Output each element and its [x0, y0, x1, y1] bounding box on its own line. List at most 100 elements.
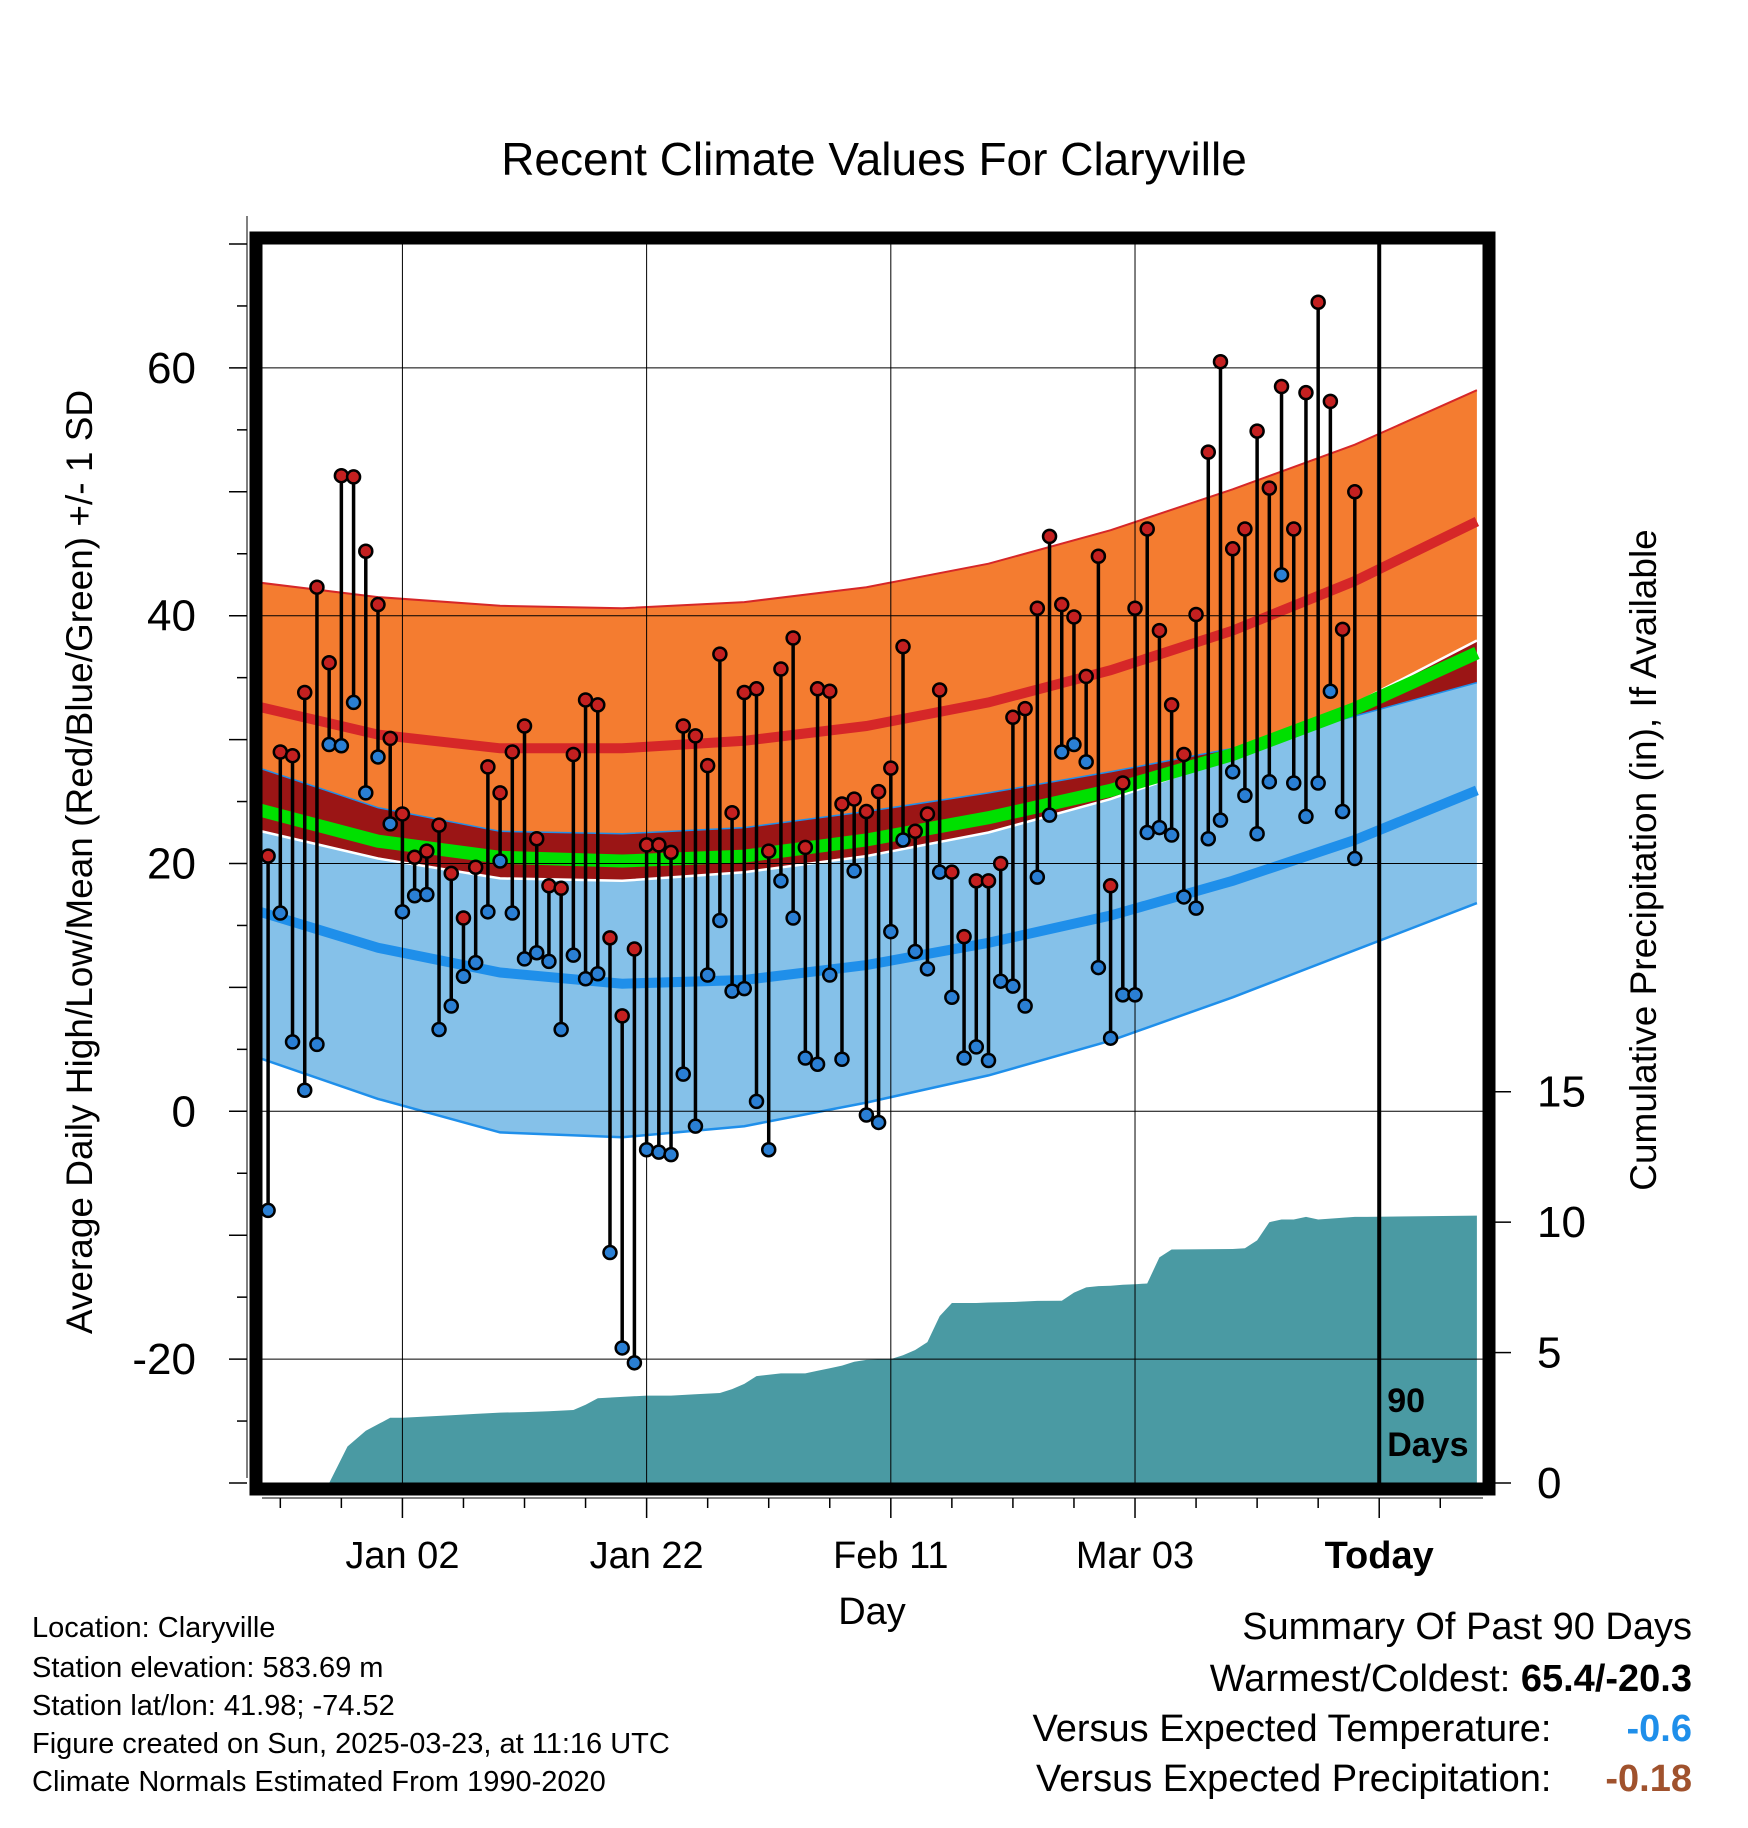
- daily-low-point: [1066, 736, 1082, 753]
- daily-high-point: [358, 543, 374, 560]
- daily-low-point: [614, 1340, 630, 1356]
- daily-low-point: [834, 1051, 850, 1068]
- daily-high-point: [262, 848, 276, 864]
- daily-high-point: [785, 630, 801, 646]
- daily-low-point: [748, 1093, 765, 1110]
- daily-low-point: [309, 1036, 325, 1053]
- daily-high-point: [541, 878, 557, 894]
- daily-low-point: [675, 1066, 691, 1082]
- daily-low-point: [626, 1355, 643, 1371]
- daily-low-point: [590, 966, 606, 982]
- daily-low-point: [956, 1050, 972, 1066]
- x-tick-label: Mar 03: [1076, 1535, 1194, 1577]
- daily-low-point: [321, 736, 337, 753]
- warm-cold-value: 65.4/-20.3: [1520, 1658, 1692, 1700]
- daily-low-point: [504, 905, 521, 921]
- y-tick-label: 20: [147, 840, 196, 889]
- high-normal-line: [262, 517, 1480, 754]
- daily-low-point: [919, 961, 936, 977]
- daily-high-point: [565, 746, 582, 763]
- daily-low-point: [262, 1202, 276, 1219]
- y2-tick-label: 15: [1537, 1068, 1586, 1117]
- daily-low-point: [944, 989, 960, 1006]
- daily-high-point: [443, 865, 460, 882]
- daily-low-point: [272, 905, 289, 921]
- daily-high-point: [1090, 548, 1107, 564]
- daily-high-point: [467, 859, 484, 875]
- daily-low-point: [760, 1141, 777, 1158]
- daily-high-point: [382, 730, 398, 747]
- daily-high-point: [724, 804, 740, 821]
- daily-low-point: [1151, 819, 1168, 836]
- daily-high-point: [1298, 384, 1314, 401]
- y-tick-label: 60: [147, 344, 196, 393]
- daily-low-point: [980, 1052, 997, 1069]
- daily-high-point: [614, 1008, 630, 1024]
- daily-low-point: [870, 1114, 887, 1131]
- daily-low-point: [895, 832, 911, 848]
- daily-low-point: [467, 954, 484, 971]
- daily-high-point: [1310, 294, 1326, 310]
- y2-axis-title: Cumulative Precipitation (in), If Availa…: [1623, 529, 1664, 1191]
- daily-low-point: [1261, 773, 1278, 790]
- x-tick-label: Feb 11: [833, 1535, 948, 1577]
- daily-low-point: [1212, 812, 1229, 828]
- x-tick-label: Today: [1325, 1535, 1434, 1577]
- daily-low-point: [663, 1146, 679, 1163]
- daily-low-point: [1285, 775, 1302, 791]
- daily-high-point: [919, 806, 936, 822]
- daily-low-point: [1298, 808, 1314, 825]
- daily-high-point: [1237, 521, 1253, 537]
- daily-low-point: [785, 910, 801, 926]
- period-label-1: 90: [1387, 1382, 1425, 1420]
- daily-low-point: [1334, 803, 1351, 820]
- summary-warm-cold: Warmest/Coldest: 65.4/-20.3: [1210, 1658, 1692, 1701]
- daily-high-point: [907, 823, 923, 840]
- daily-low-point: [907, 943, 923, 960]
- daily-low-point: [1090, 959, 1107, 976]
- y-tick-label: 40: [147, 592, 196, 641]
- plot-area: [262, 0, 1483, 1483]
- daily-high-point: [504, 744, 521, 760]
- daily-high-point: [687, 728, 704, 744]
- daily-low-point: [699, 967, 716, 983]
- summary-temp: Versus Expected Temperature: -0.6: [1033, 1708, 1692, 1751]
- daily-low-point: [516, 951, 533, 967]
- daily-high-point: [1005, 709, 1021, 726]
- daily-low-point: [541, 953, 557, 970]
- daily-low-point: [1078, 754, 1094, 770]
- daily-high-point: [1078, 668, 1094, 685]
- daily-low-point: [1347, 850, 1363, 867]
- daily-high-point: [956, 928, 972, 945]
- daily-low-point: [565, 947, 582, 963]
- daily-low-point: [1310, 775, 1326, 791]
- daily-low-point: [1029, 869, 1046, 885]
- high-upper-line: [262, 389, 1478, 610]
- daily-high-point: [1139, 521, 1155, 537]
- daily-low-point: [1200, 830, 1217, 847]
- daily-high-point: [1347, 484, 1363, 500]
- y2-tick-label: 0: [1537, 1459, 1561, 1508]
- daily-low-point: [492, 853, 508, 869]
- daily-high-point: [626, 941, 643, 957]
- precip-value: -0.18: [1605, 1758, 1692, 1800]
- daily-low-point: [602, 1244, 618, 1261]
- daily-high-point: [870, 783, 887, 800]
- daily-low-point: [773, 873, 789, 889]
- daily-low-point: [712, 912, 728, 929]
- summary-heading: Summary Of Past 90 Days: [1242, 1606, 1692, 1648]
- daily-low-point: [1005, 978, 1021, 994]
- daily-high-point: [492, 785, 508, 801]
- y-axis-title: Average Daily High/Low/Mean (Red/Blue/Gr…: [59, 390, 100, 1334]
- daily-low-point: [968, 1039, 985, 1055]
- daily-high-point: [1224, 541, 1241, 557]
- summary-precip: Versus Expected Precipitation: -0.18: [1036, 1758, 1692, 1801]
- daily-high-point: [1151, 622, 1168, 639]
- daily-low-point: [1163, 827, 1180, 843]
- daily-high-point: [1127, 600, 1143, 617]
- period-label-2: Days: [1387, 1426, 1468, 1464]
- daily-low-point: [1273, 567, 1290, 583]
- daily-low-point: [1361, 0, 1374, 7]
- daily-low-point: [1127, 987, 1143, 1003]
